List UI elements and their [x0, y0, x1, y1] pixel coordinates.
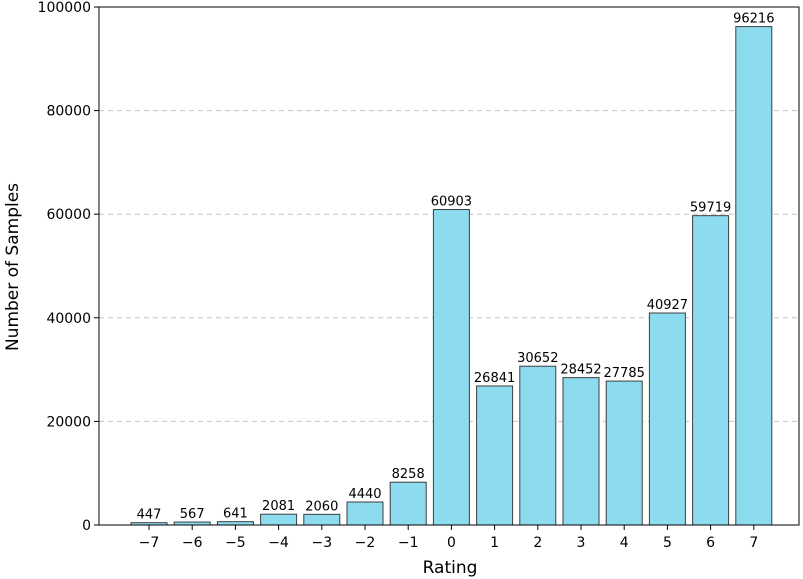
bar-value-label: 59719: [690, 201, 731, 216]
bar: [735, 26, 773, 526]
bar: [692, 215, 730, 526]
bar-value-label: 60903: [431, 195, 472, 210]
bar: [346, 501, 384, 526]
y-tick-label: 60000: [46, 207, 91, 223]
x-tick-label: −6: [182, 535, 203, 551]
bar-value-label: 8258: [392, 467, 425, 482]
bar-value-label: 567: [180, 507, 205, 522]
x-tick-label: 6: [706, 535, 715, 551]
x-tick-label: −4: [268, 535, 289, 551]
bar: [562, 377, 600, 526]
y-tick-label: 20000: [46, 414, 91, 430]
y-tick-label: 100000: [38, 0, 91, 16]
x-tick-label: −5: [225, 535, 246, 551]
bar-value-label: 447: [137, 508, 162, 523]
bar-value-label: 96216: [733, 12, 774, 27]
bar-value-label: 641: [223, 507, 248, 522]
bar: [303, 513, 341, 526]
y-tick-label: 0: [82, 518, 91, 534]
x-tick-label: −1: [398, 535, 419, 551]
bar-value-label: 27785: [604, 366, 645, 381]
x-tick-label: 0: [447, 535, 456, 551]
bar-value-label: 26841: [474, 371, 515, 386]
bar-value-label: 2081: [262, 499, 295, 514]
x-tick-label: −2: [355, 535, 376, 551]
x-tick-label: 2: [533, 535, 542, 551]
plot-frame: [98, 6, 800, 526]
bar: [519, 365, 557, 526]
x-tick-label: 1: [490, 535, 499, 551]
x-tick-label: −3: [311, 535, 332, 551]
y-axis-title: Number of Samples: [3, 183, 23, 351]
x-tick-label: 7: [749, 535, 758, 551]
x-tick-label: −7: [139, 535, 160, 551]
bar-value-label: 2060: [305, 499, 338, 514]
x-tick-label: 5: [663, 535, 672, 551]
bars: 447 567 641 2081 2060 4440 8258 60903 2684130652…: [130, 12, 774, 526]
bar: [432, 209, 470, 526]
bar: [260, 513, 298, 526]
x-axis-title: Rating: [423, 558, 478, 578]
y-tick-label: 80000: [46, 104, 91, 120]
y-tick-label: 40000: [46, 311, 91, 327]
bar-value-label: 28452: [560, 363, 601, 378]
bar-value-label: 40927: [647, 298, 688, 313]
x-tick-label: 3: [577, 535, 586, 551]
bar: [476, 385, 514, 526]
axes: 0 20000 40000 60000 80000 100000 −7 −6 −5 −4 −3 −2 −…: [38, 0, 800, 551]
bar-value-label: 30652: [517, 351, 558, 366]
bar-value-label: 4440: [348, 487, 381, 502]
x-tick-label: 4: [620, 535, 629, 551]
bar: [605, 380, 643, 526]
bar: [648, 312, 686, 526]
bar: [389, 481, 427, 526]
